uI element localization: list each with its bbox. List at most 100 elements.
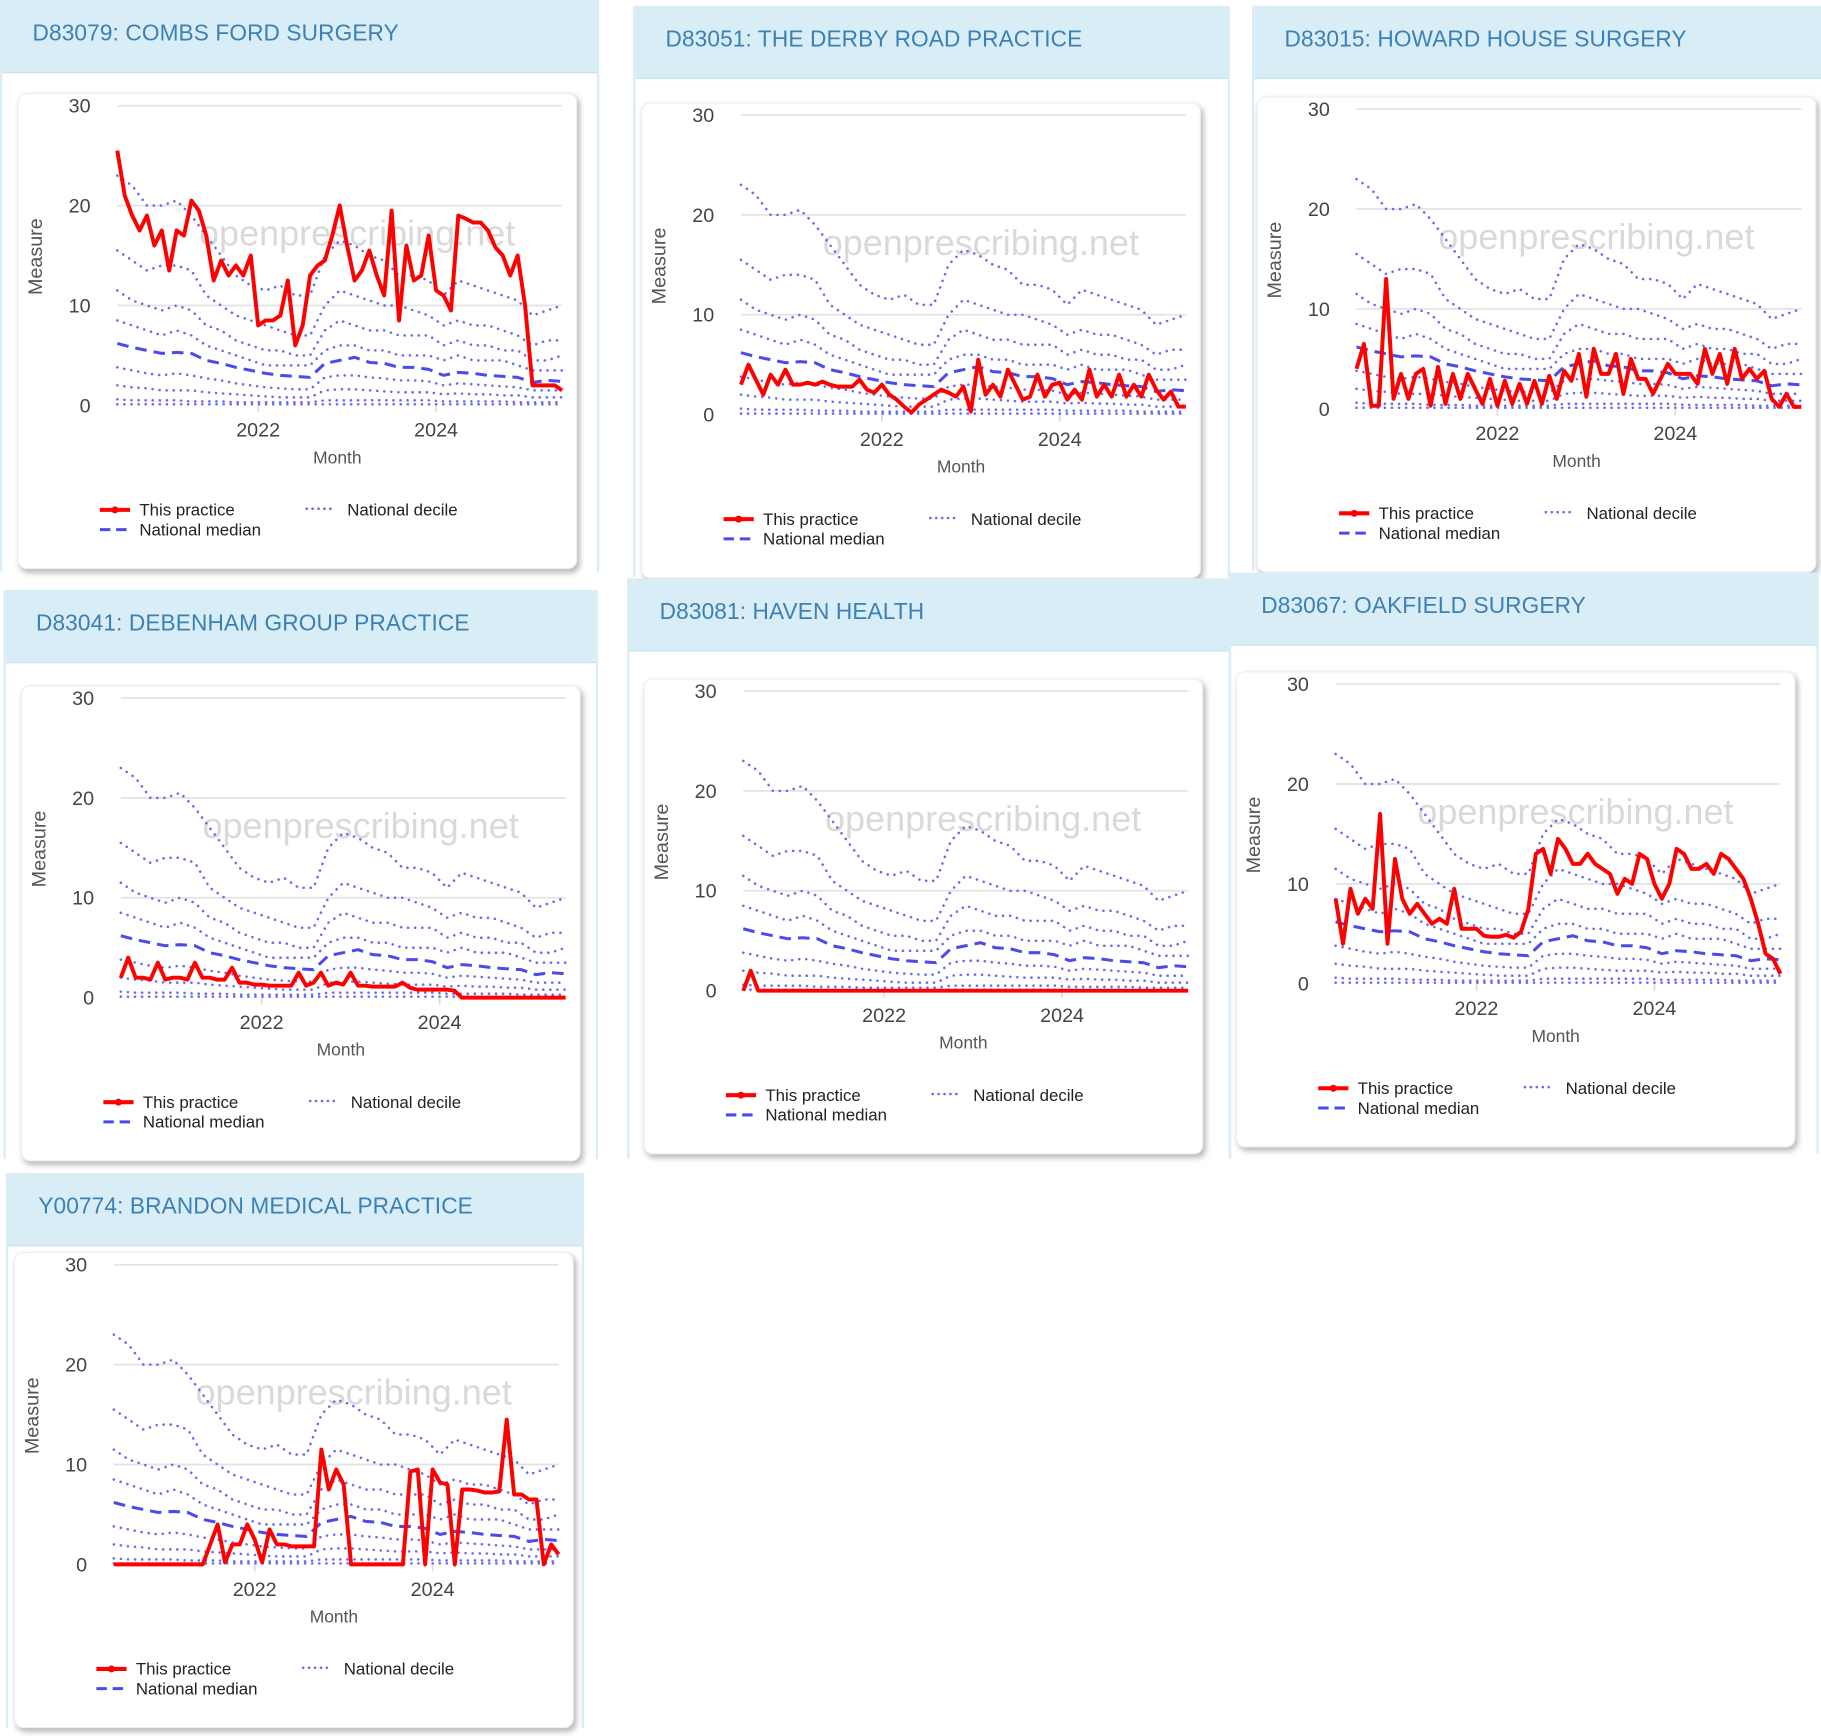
national-decile-line [742,874,1190,948]
this-practice-line [1354,276,1802,409]
legend-practice-marker [737,1091,745,1099]
y-tick-label: 30 [69,96,91,118]
national-decile-line [112,1543,560,1558]
practice-title[interactable]: D83041: DEBENHAM GROUP PRACTICE [36,610,470,637]
national-decile-line [116,398,564,404]
national-decile-line [119,990,567,996]
national-decile-line [119,766,567,910]
practice-title[interactable]: D83079: COMBS FORD SURGERY [32,20,399,47]
legend-practice-marker [108,1665,115,1673]
practice-title[interactable]: Y00774: BRANDON MEDICAL PRACTICE [38,1193,473,1220]
legend-national-median: National median [136,1679,258,1698]
national-decile-line [739,328,1188,381]
chart-card: 0 10 20 30 2022 2024 Month Measure openprescribi… [641,102,1201,579]
legend-national-decile: National decile [347,501,457,520]
national-decile-line [116,366,564,392]
national-decile-line [742,904,1190,957]
x-tick-label: 2024 [411,1579,455,1601]
legend-national-median: National median [143,1113,265,1132]
y-tick-label: 0 [1319,399,1330,421]
y-tick-label: 10 [65,1454,87,1476]
y-tick-label: 30 [65,1255,87,1277]
y-axis-label: Measure [651,804,673,881]
y-tick-label: 20 [1287,774,1309,796]
national-decile-line [116,319,564,372]
this-practice-line [118,955,566,1000]
legend-national-decile: National decile [351,1093,461,1112]
national-decile-line [119,911,567,964]
practice-panel: D83051: THE DERBY ROAD PRACTICE [632,5,1230,578]
x-tick-label: 2024 [418,1012,462,1034]
this-practice-line [115,150,564,392]
x-tick-label: 2022 [862,1005,906,1027]
national-decile-line [1355,252,1803,351]
legend-this-practice: This practice [143,1093,238,1112]
y-tick-label: 0 [706,981,717,1003]
national-decile-line [116,289,564,362]
y-tick-label: 10 [72,888,94,910]
national-decile-line [1355,387,1803,403]
practice-panel: D83015: HOWARD HOUSE SURGERY [1251,5,1821,571]
legend-practice-marker [114,1098,122,1106]
national-decile-line [1334,752,1782,896]
x-axis-label: Month [310,1606,358,1626]
y-tick-label: 30 [1287,674,1309,696]
x-tick-label: 2024 [414,420,458,442]
legend-this-practice: This practice [765,1086,860,1105]
y-tick-label: 0 [1298,974,1309,996]
x-tick-label: 2024 [1038,429,1082,451]
national-median-line [740,351,1186,394]
panel-header: D83081: HAVEN HEALTH [629,578,1229,652]
y-tick-label: 30 [72,688,94,710]
legend-national-median: National median [139,520,261,539]
y-tick-label: 30 [1308,99,1330,121]
national-decile-line [742,834,1190,933]
y-axis-label: Measure [25,218,47,295]
x-tick-label: 2022 [860,429,904,451]
legend-national-median: National median [765,1106,887,1125]
x-axis-label: Month [1552,451,1600,471]
practice-title[interactable]: D83067: OAKFIELD SURGERY [1261,593,1586,620]
y-tick-label: 30 [695,681,717,703]
x-axis-label: Month [939,1033,987,1053]
national-decile-line [112,1333,560,1476]
x-tick-label: 2022 [1455,998,1499,1020]
legend-practice-marker [735,515,743,523]
national-decile-line [112,1408,560,1506]
practice-title[interactable]: D83081: HAVEN HEALTH [659,599,925,625]
legend-this-practice: This practice [1379,504,1474,523]
national-median-line [116,341,563,384]
y-tick-label: 10 [692,305,714,327]
chart-card: 0 10 20 30 2022 2024 Month Measure openprescribi… [17,92,578,570]
chart-card: 0 10 20 30 2022 2024 Month Measure openprescribi… [20,685,581,1162]
national-median-line [120,934,566,977]
this-practice-line [113,1417,561,1567]
y-tick-label: 20 [65,1355,87,1377]
y-axis-label: Measure [28,811,50,888]
legend-practice-marker [1329,1084,1337,1092]
practice-title[interactable]: D83051: THE DERBY ROAD PRACTICE [665,26,1083,53]
national-decile-line [739,407,1188,413]
chart-card: 0 10 20 30 2022 2024 Month Measure openprescribi… [1235,671,1796,1148]
chart-card: 0 10 20 30 2022 2024 Month Measure openprescribi… [1256,96,1817,573]
x-tick-label: 2024 [1632,998,1676,1020]
x-tick-label: 2022 [233,1579,277,1601]
y-tick-label: 0 [83,988,94,1010]
x-axis-label: Month [313,447,361,467]
national-decile-line [739,183,1188,327]
y-tick-label: 20 [1308,199,1330,221]
practice-title[interactable]: D83015: HOWARD HOUSE SURGERY [1284,26,1687,53]
y-tick-label: 10 [695,881,717,903]
y-tick-label: 20 [72,788,94,810]
y-tick-label: 30 [692,105,714,127]
national-median-line [113,1501,559,1543]
y-tick-label: 10 [1308,299,1330,321]
x-tick-label: 2024 [1653,423,1697,445]
national-median-line [742,927,1189,970]
